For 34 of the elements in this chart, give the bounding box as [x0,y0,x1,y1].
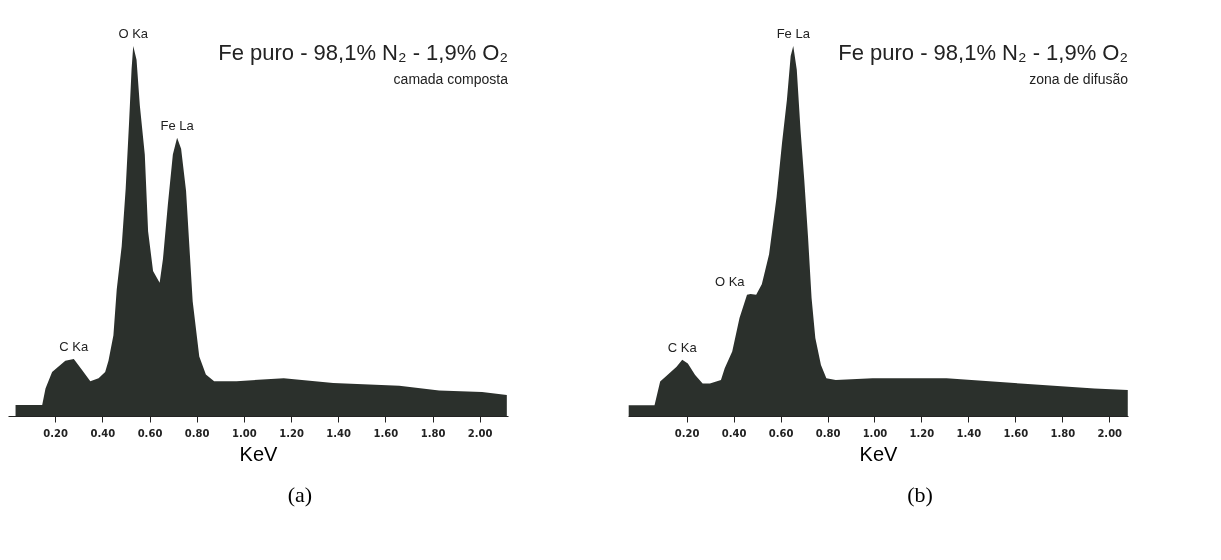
text: (a) [286,482,314,508]
x-tick-label: 2.00 [467,427,493,439]
x-tick-label: 0.40 [721,427,747,439]
x-tick-label: 1.00 [232,427,257,439]
annotation: O Ka [714,273,746,289]
text: (b) [906,482,934,508]
x-tick-label: 0.40 [90,427,116,439]
chart-title: Fe puro - 98,1% N₂ - 1,9% O₂ [838,40,1128,65]
text: camada composta [393,71,509,87]
x-tick-label: 1.20 [909,427,935,439]
x-tick-label: 0.80 [815,427,841,439]
x-tick-label: 1.60 [1003,427,1029,439]
x-tick-label: 0.20 [674,427,700,439]
annotation: Fe La [776,26,811,41]
x-tick-label: 2.00 [1097,427,1123,439]
text: zona de difusão [1029,71,1129,87]
x-tick-label: 0.60 [768,427,794,439]
x-axis-title: KeV [859,442,899,465]
annotation: O Ka [118,26,149,41]
x-tick-label: 0.80 [184,427,210,439]
x-tick-label: 1.60 [373,427,399,439]
x-tick-label: 1.80 [1050,427,1076,439]
annotation: Fe La [160,117,195,133]
x-tick-label: 1.40 [326,427,352,439]
x-tick-label: 1.20 [279,427,304,439]
x-tick-label: 1.80 [420,427,446,439]
x-tick-label: 1.40 [956,427,982,439]
x-tick-label: 0.60 [137,427,163,439]
annotation: C Ka [667,339,698,355]
annotation: C Ka [59,339,90,355]
x-tick-label: 0.20 [43,427,69,439]
x-tick-label: 1.00 [862,427,888,439]
x-axis-title: KeV [239,442,279,465]
chart-title: Fe puro - 98,1% N₂ - 1,9% O₂ [218,40,508,65]
